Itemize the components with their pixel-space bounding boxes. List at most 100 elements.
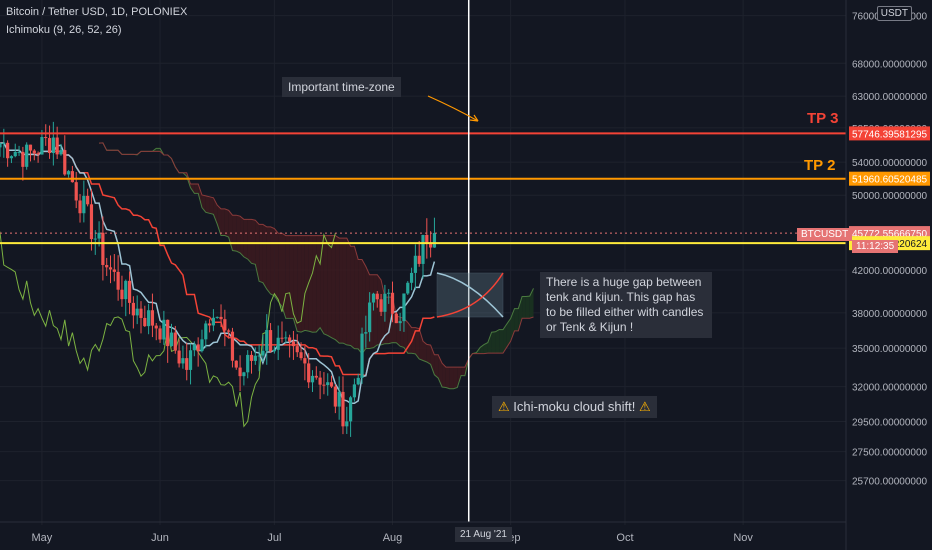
cloud-segment (308, 235, 313, 333)
cloud-segment (400, 317, 404, 348)
candle-body (17, 151, 21, 153)
cloud-segment (205, 195, 210, 214)
cloud-segment (236, 215, 241, 253)
y-tick-label: 68000.00000000 (852, 59, 928, 70)
candle-body (215, 316, 219, 318)
candle-body (9, 156, 14, 159)
y-tick-label: 32000.00000000 (852, 383, 928, 394)
y-tick-label: 50000.00000000 (852, 191, 928, 202)
candle-body (425, 234, 429, 244)
candle-body (124, 280, 128, 300)
candle-body (59, 150, 63, 155)
candle-body (13, 151, 17, 157)
cloud-segment (259, 224, 263, 283)
candle-body (238, 367, 242, 377)
cloud-segment (217, 205, 222, 236)
cloud-segment (232, 215, 237, 252)
candle-body (360, 333, 364, 378)
candle-body (268, 330, 273, 352)
cloud-segment (403, 318, 408, 354)
cloud-shift-annotation: ⚠ Ichi-moku cloud shift! ⚠ (492, 396, 657, 418)
cloud-segment (297, 235, 302, 333)
cloud-segment (487, 332, 492, 354)
candle-body (89, 204, 94, 240)
candle-body (379, 299, 383, 312)
cloud-segment (156, 148, 161, 152)
candle-body (318, 377, 322, 385)
cloud-segment (312, 235, 317, 333)
y-tick-label: 35000.00000000 (852, 344, 928, 355)
candle-body (337, 391, 341, 407)
symbol-tag: BTCUSDT (797, 228, 853, 241)
candle-body (276, 337, 280, 350)
currency-badge[interactable]: USDT (876, 6, 912, 21)
candle-body (242, 372, 246, 377)
annotation-arrow (427, 95, 479, 122)
x-tick-label: May (32, 532, 53, 544)
chikou-span-line (0, 231, 336, 428)
y-tick-label: 38000.00000000 (852, 309, 928, 320)
cloud-segment (342, 238, 347, 345)
chart-title: Bitcoin / Tether USD, 1D, POLONIEX (6, 6, 188, 18)
cloud-segment (445, 367, 450, 389)
candle-body (188, 350, 193, 370)
candle-body (261, 350, 265, 356)
candle-body (291, 341, 296, 347)
cloud-segment (209, 196, 214, 215)
candle-body (371, 293, 376, 303)
candle-body (429, 243, 433, 248)
x-tick-label: Jul (267, 532, 281, 544)
candle-body (348, 397, 353, 422)
warning-icon: ⚠ (639, 399, 651, 414)
y-tick-label: 25700.00000000 (852, 477, 928, 488)
candle-body (120, 289, 124, 300)
candle-body (207, 323, 212, 326)
candle-body (421, 234, 425, 264)
price-label-bg (849, 126, 930, 141)
cloud-segment (483, 342, 488, 354)
cloud-segment (457, 367, 462, 388)
candle-body (32, 150, 36, 154)
candle-body (97, 232, 101, 239)
tp3-label: TP 3 (807, 110, 839, 127)
candle-body (166, 319, 170, 347)
candle-body (185, 358, 189, 370)
candle-body (345, 421, 349, 427)
price-label: 51960.60520485 (852, 175, 928, 186)
candle-body (303, 358, 307, 364)
candle-body (432, 233, 437, 248)
cloud-segment (221, 208, 225, 236)
cloud-segment (293, 235, 298, 332)
cloud-segment (213, 197, 218, 225)
candle-body (40, 137, 44, 155)
candle-body (390, 292, 395, 314)
cloud-segment (377, 274, 382, 345)
cloud-segment (518, 296, 523, 331)
candle-body (131, 302, 135, 316)
cloud-segment (415, 327, 420, 359)
cloud-segment (529, 288, 534, 319)
cloud-segment (316, 235, 321, 333)
candle-body (375, 293, 379, 300)
y-tick-label: 42000.00000000 (852, 266, 928, 277)
cloud-segment (240, 216, 244, 257)
candle-body (368, 302, 372, 333)
drawings (427, 0, 504, 522)
candle-body (299, 352, 303, 359)
candle-body (139, 308, 143, 318)
cloud-segment (243, 219, 248, 260)
candle-body (249, 354, 254, 361)
candle-body (21, 151, 25, 167)
cloud-segment (201, 194, 206, 213)
candles (0, 121, 437, 437)
candle-body (406, 282, 410, 294)
candle-body (402, 293, 406, 322)
candle-body (36, 153, 40, 155)
candle-body (288, 337, 292, 342)
cloud-segment (514, 308, 519, 331)
candle-body (55, 137, 59, 155)
candle-body (86, 195, 90, 205)
candle-body (307, 363, 311, 383)
projected-tenkan (436, 272, 504, 318)
